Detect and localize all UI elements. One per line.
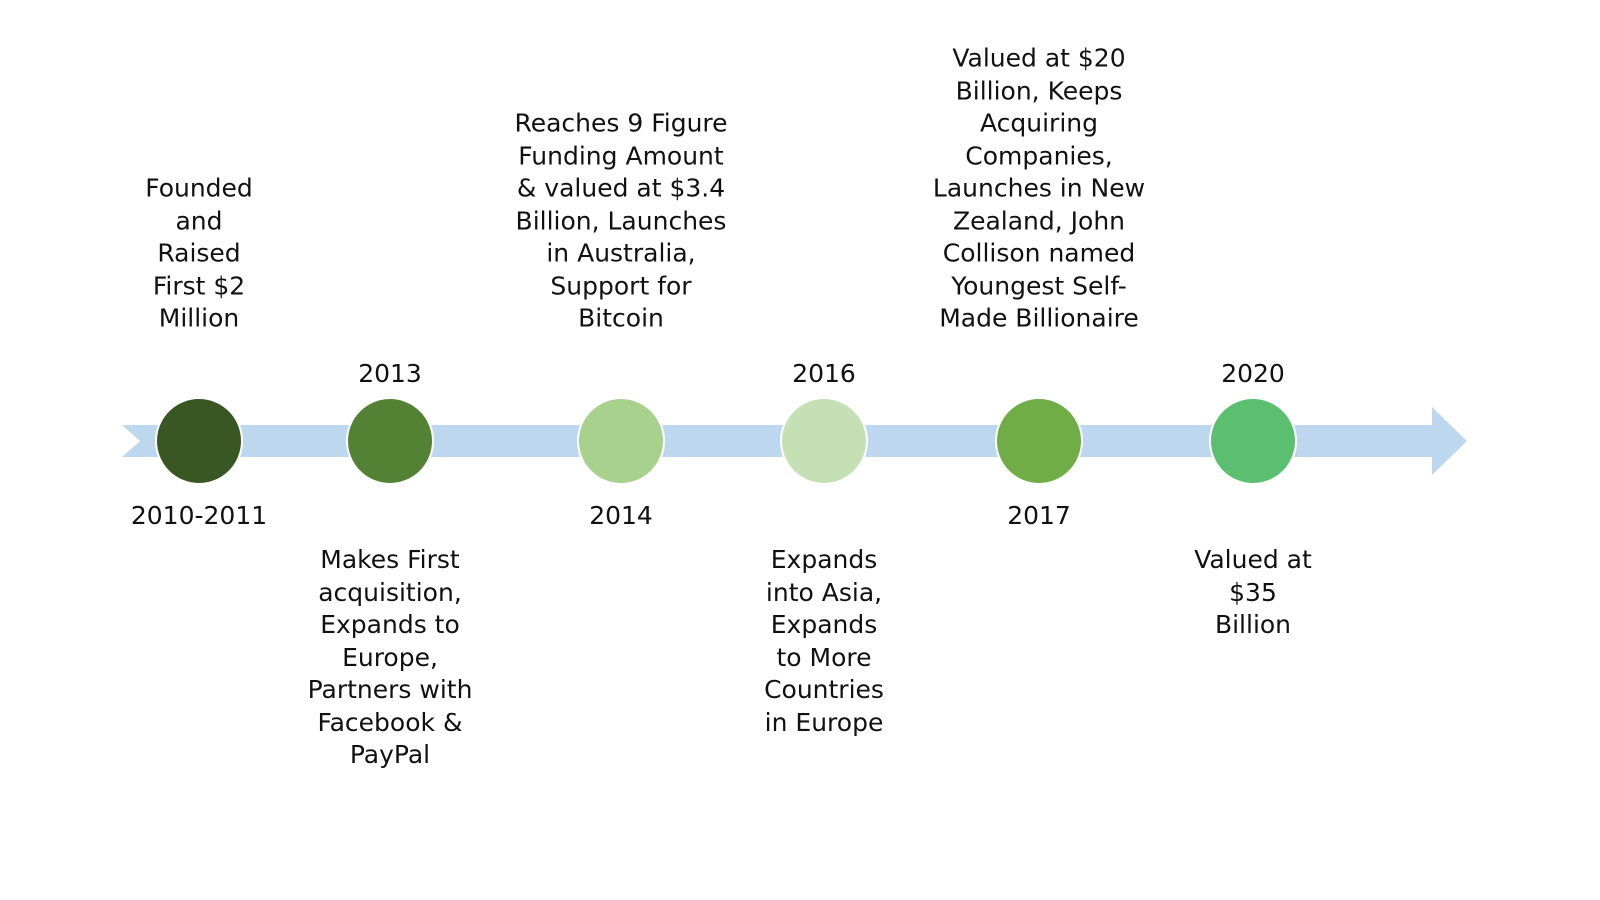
milestone-description-line: PayPal [349, 740, 431, 769]
milestone-description-line: $35 [1229, 577, 1277, 607]
milestone-description-line: Funding Amount [518, 141, 724, 170]
milestone-description-line: Valued at $20 [952, 43, 1126, 73]
milestone-dot [995, 397, 1083, 485]
milestone-description-line: Companies, [965, 141, 1113, 170]
milestone-dot [346, 397, 434, 485]
milestone-description-line: Valued at [1194, 545, 1312, 574]
milestone-description-line: into Asia, [765, 577, 883, 607]
milestone-description-line: Bitcoin [578, 303, 664, 333]
milestone-description-line: Expands [770, 610, 878, 639]
milestone-dot [1209, 397, 1297, 485]
milestone-description-line: Collison named [942, 238, 1136, 268]
milestone-description-line: Facebook & [317, 707, 463, 737]
milestone-year: 2016 [792, 359, 856, 388]
milestone-description-line: acquisition, [318, 577, 462, 607]
milestone-description-line: Million [158, 303, 240, 333]
milestone-description-line: in Europe [764, 707, 884, 737]
milestone-description-line: Reaches 9 Figure [514, 108, 728, 138]
milestone-description-line: Billion [1214, 610, 1292, 639]
milestone-description-line: and [175, 206, 223, 235]
milestone-description-line: to More [776, 642, 872, 672]
milestone-description-line: Expands [770, 545, 878, 574]
milestone-description-line: Acquiring [979, 108, 1098, 138]
milestone-description-line: Zealand, John [952, 206, 1126, 235]
milestone-description-line: in Australia, [546, 238, 696, 268]
milestone-description-line: Launches in New [932, 173, 1146, 203]
milestone-dot [577, 397, 665, 485]
milestone-description-line: Europe, [342, 642, 438, 672]
milestone-description-line: Expands to [320, 610, 460, 639]
milestone-year: 2013 [358, 359, 422, 388]
milestone-description-line: Partners with [307, 675, 473, 704]
milestone-description: Expands into Asia, Expands to More Countries… [764, 544, 884, 739]
milestone-description: Founded and Raised First $2 Million [145, 173, 253, 336]
milestone-description-line: Billion, Launches [515, 206, 727, 235]
milestone-year: 2020 [1221, 359, 1285, 388]
milestone-description-line: Makes First [320, 545, 460, 574]
milestone-description-line: Countries [764, 675, 884, 704]
milestone-description-line: Youngest Self- [951, 271, 1127, 300]
milestone-description-line: Raised [157, 238, 241, 268]
milestone-description: Reaches 9 Figure Funding Amount & valued a… [514, 108, 727, 336]
milestone-year: 2017 [1007, 501, 1071, 530]
milestone-description-line: Made Billionaire [939, 303, 1139, 333]
milestone-dot [780, 397, 868, 485]
milestone-description-line: First $2 [152, 271, 246, 300]
milestone-year: 2014 [589, 501, 653, 530]
milestone-year: 2010-2011 [130, 501, 268, 530]
milestone-description-line: Support for [550, 271, 692, 300]
milestone-description-line: Billion, Keeps [955, 76, 1123, 105]
milestone-description-line: & valued at $3.4 [516, 173, 726, 203]
milestone-description: Valued at $20 Billion, Keeps Acquiring Comp… [933, 43, 1145, 336]
milestone-dot [155, 397, 243, 485]
milestone-description: Makes First acquisition, Expands to Europe,… [308, 544, 473, 772]
milestone-description-line: Founded [145, 173, 253, 203]
milestone-description: Valued at $35 Billion [1194, 544, 1312, 642]
